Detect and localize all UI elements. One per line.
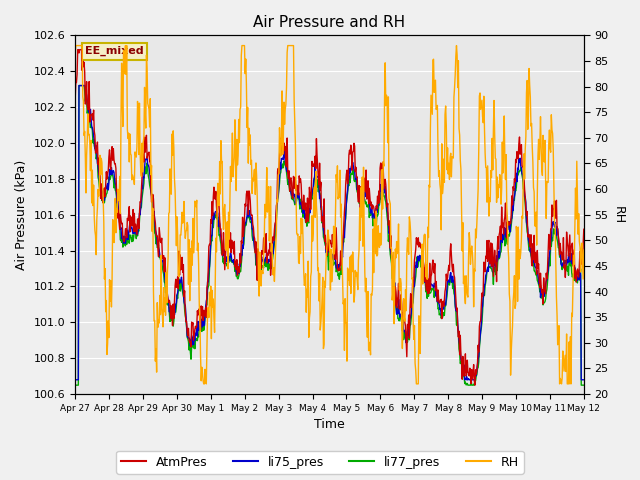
RH — [580, 247, 588, 253]
li77_pres — [458, 361, 465, 367]
li77_pres — [75, 83, 83, 88]
Line: AtmPres: AtmPres — [75, 50, 584, 385]
Legend: AtmPres, li75_pres, li77_pres, RH: AtmPres, li75_pres, li77_pres, RH — [116, 451, 524, 474]
AtmPres — [367, 199, 375, 205]
li75_pres — [71, 377, 79, 383]
li77_pres — [367, 211, 375, 217]
AtmPres — [471, 382, 479, 388]
AtmPres — [74, 47, 81, 53]
AtmPres — [580, 227, 588, 232]
Line: li75_pres: li75_pres — [75, 85, 584, 380]
Title: Air Pressure and RH: Air Pressure and RH — [253, 15, 406, 30]
li75_pres — [367, 209, 375, 215]
RH — [368, 292, 376, 298]
li77_pres — [103, 190, 111, 196]
RH — [458, 248, 466, 254]
AtmPres — [511, 176, 518, 181]
li77_pres — [381, 193, 388, 199]
AtmPres — [103, 176, 111, 182]
Y-axis label: RH: RH — [612, 205, 625, 224]
RH — [72, 43, 79, 48]
RH — [200, 381, 207, 387]
Y-axis label: Air Pressure (kPa): Air Pressure (kPa) — [15, 160, 28, 270]
li75_pres — [396, 314, 404, 320]
li75_pres — [103, 182, 111, 188]
RH — [397, 276, 404, 281]
li77_pres — [396, 313, 404, 319]
RH — [511, 273, 518, 278]
li77_pres — [71, 382, 79, 388]
Line: li77_pres: li77_pres — [75, 85, 584, 385]
AtmPres — [71, 97, 79, 103]
AtmPres — [396, 304, 404, 310]
X-axis label: Time: Time — [314, 419, 345, 432]
AtmPres — [381, 181, 388, 187]
li75_pres — [381, 190, 388, 196]
li77_pres — [580, 382, 588, 388]
AtmPres — [458, 360, 465, 366]
Line: RH: RH — [75, 46, 584, 384]
RH — [71, 53, 79, 59]
li77_pres — [510, 197, 518, 203]
RH — [103, 351, 111, 357]
Text: EE_mixed: EE_mixed — [85, 46, 144, 56]
li75_pres — [580, 377, 588, 383]
li75_pres — [75, 83, 83, 88]
li75_pres — [510, 196, 518, 202]
li75_pres — [458, 358, 465, 364]
RH — [381, 60, 389, 66]
